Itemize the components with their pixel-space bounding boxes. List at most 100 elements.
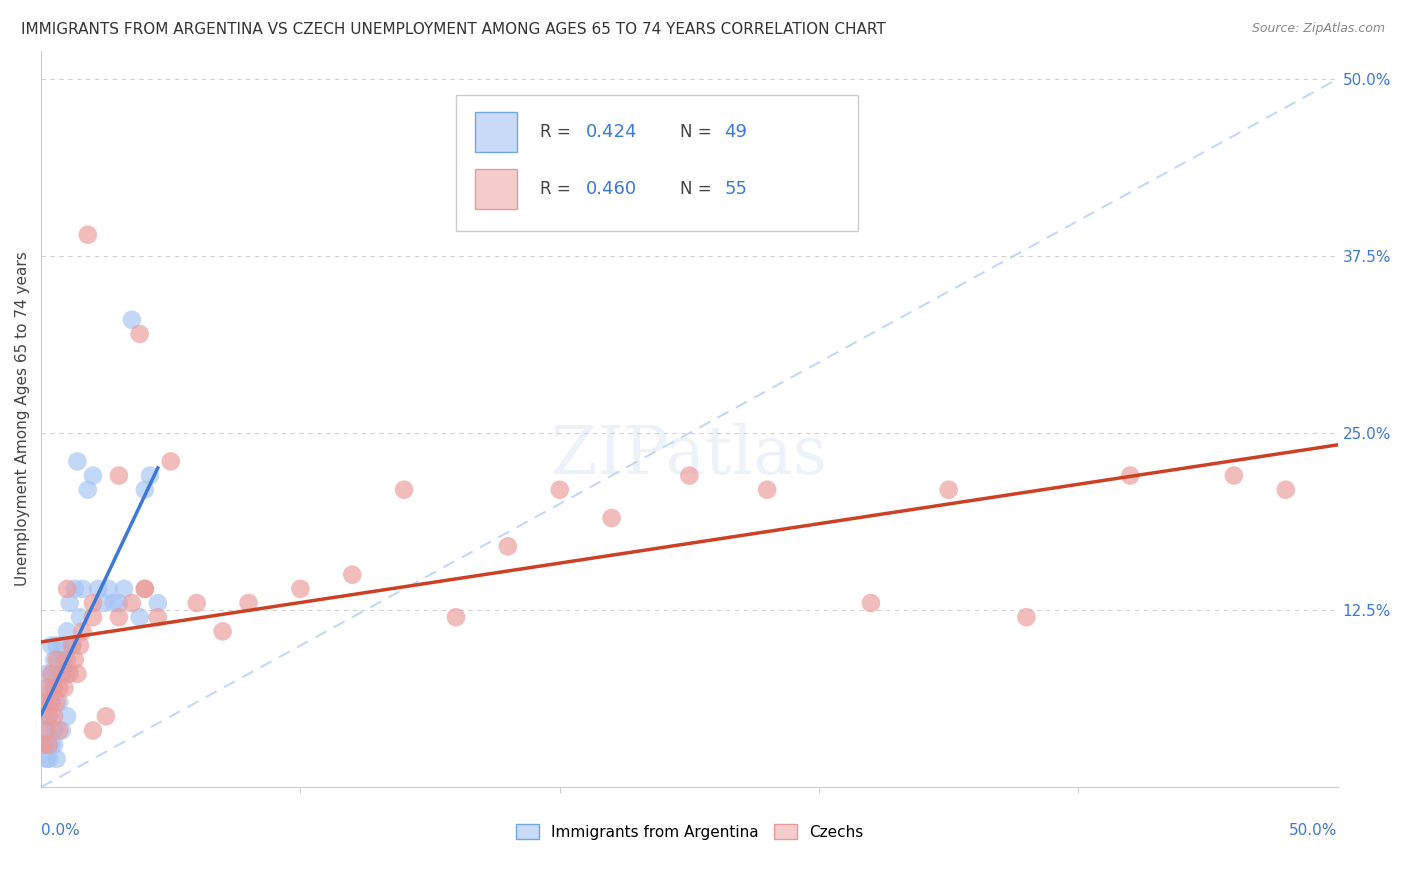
Point — [51, 666, 73, 681]
Point — [48, 681, 70, 695]
Point — [69, 639, 91, 653]
Point — [35, 723, 58, 738]
Point — [60, 639, 83, 653]
Point — [444, 610, 467, 624]
Point — [56, 582, 79, 596]
Legend: Immigrants from Argentina, Czechs: Immigrants from Argentina, Czechs — [509, 818, 869, 846]
Point — [134, 582, 156, 596]
Point — [211, 624, 233, 639]
Point — [51, 723, 73, 738]
Point — [38, 738, 60, 752]
Point — [53, 653, 76, 667]
Text: IMMIGRANTS FROM ARGENTINA VS CZECH UNEMPLOYMENT AMONG AGES 65 TO 74 YEARS CORREL: IMMIGRANTS FROM ARGENTINA VS CZECH UNEMP… — [21, 22, 886, 37]
Point — [108, 610, 131, 624]
Point — [42, 653, 65, 667]
Point — [35, 723, 58, 738]
Point — [548, 483, 571, 497]
Text: 0.460: 0.460 — [586, 180, 637, 198]
Point — [56, 653, 79, 667]
Point — [76, 227, 98, 242]
Point — [69, 610, 91, 624]
Point — [42, 738, 65, 752]
Y-axis label: Unemployment Among Ages 65 to 74 years: Unemployment Among Ages 65 to 74 years — [15, 252, 30, 586]
Point — [94, 709, 117, 723]
Point — [72, 624, 94, 639]
Point — [496, 540, 519, 554]
Point — [48, 653, 70, 667]
Point — [41, 695, 63, 709]
Point — [32, 695, 55, 709]
Point — [82, 610, 104, 624]
Text: 0.424: 0.424 — [586, 123, 637, 141]
Point — [59, 596, 82, 610]
Point — [42, 681, 65, 695]
Point — [48, 695, 70, 709]
Point — [41, 639, 63, 653]
Point — [38, 752, 60, 766]
Point — [41, 666, 63, 681]
Point — [66, 666, 89, 681]
Bar — [475, 169, 517, 209]
Point — [63, 653, 86, 667]
Point — [112, 582, 135, 596]
Point — [45, 653, 67, 667]
Point — [38, 738, 60, 752]
Point — [35, 695, 58, 709]
Point — [51, 639, 73, 653]
Point — [56, 709, 79, 723]
Text: 55: 55 — [724, 180, 748, 198]
Point — [134, 582, 156, 596]
FancyBboxPatch shape — [456, 95, 858, 231]
Point — [108, 468, 131, 483]
Point — [42, 709, 65, 723]
Point — [59, 666, 82, 681]
Point — [1015, 610, 1038, 624]
Text: N =: N = — [681, 123, 717, 141]
Point — [108, 596, 131, 610]
Point — [56, 666, 79, 681]
Text: 50.0%: 50.0% — [1289, 822, 1337, 838]
Text: R =: R = — [540, 180, 576, 198]
Point — [392, 483, 415, 497]
Point — [32, 738, 55, 752]
Point — [103, 596, 125, 610]
Point — [72, 582, 94, 596]
Point — [32, 709, 55, 723]
Point — [48, 723, 70, 738]
Point — [128, 326, 150, 341]
Point — [756, 483, 779, 497]
Text: 0.0%: 0.0% — [41, 822, 80, 838]
Point — [1119, 468, 1142, 483]
Point — [45, 695, 67, 709]
Point — [134, 483, 156, 497]
Point — [41, 666, 63, 681]
Point — [238, 596, 260, 610]
Point — [678, 468, 700, 483]
Text: N =: N = — [681, 180, 717, 198]
Point — [56, 624, 79, 639]
Point — [45, 666, 67, 681]
Point — [128, 610, 150, 624]
Point — [41, 738, 63, 752]
Point — [290, 582, 312, 596]
Point — [38, 709, 60, 723]
Point — [121, 312, 143, 326]
Point — [51, 666, 73, 681]
Point — [159, 454, 181, 468]
Point — [60, 639, 83, 653]
Point — [342, 567, 364, 582]
Point — [600, 511, 623, 525]
Point — [76, 483, 98, 497]
Point — [186, 596, 208, 610]
Point — [97, 582, 120, 596]
Text: R =: R = — [540, 123, 576, 141]
Point — [82, 723, 104, 738]
Point — [38, 709, 60, 723]
Text: ZIPatlas: ZIPatlas — [551, 423, 827, 488]
Point — [87, 582, 110, 596]
Point — [38, 681, 60, 695]
Point — [146, 596, 169, 610]
Point — [938, 483, 960, 497]
Point — [45, 639, 67, 653]
Point — [66, 454, 89, 468]
